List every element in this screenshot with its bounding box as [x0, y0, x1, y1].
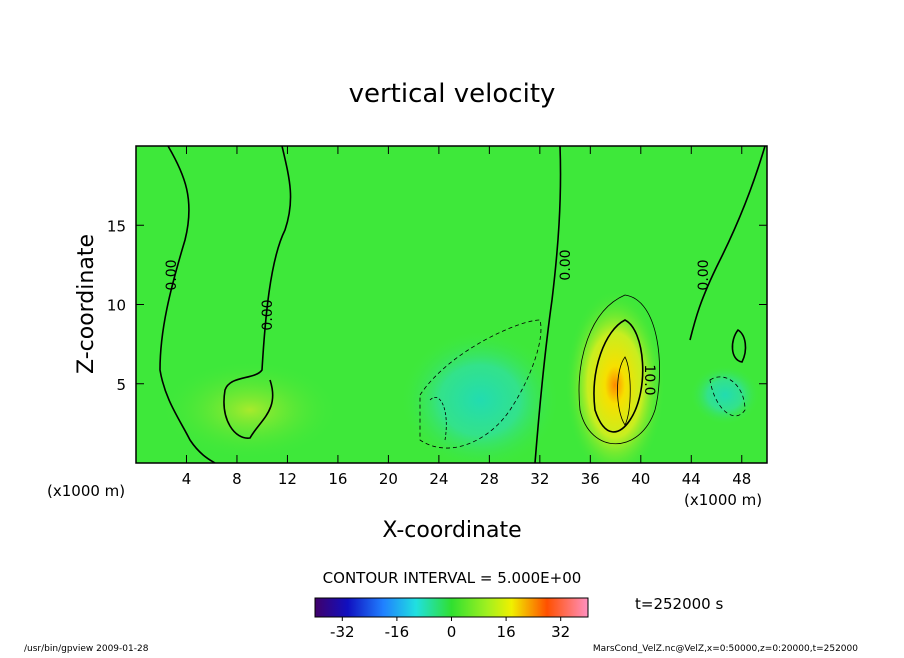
contour-label: 10.0: [641, 364, 657, 395]
x-tick-label: 48: [732, 470, 751, 488]
y-unit: (x1000 m): [47, 482, 125, 500]
time-label: t=252000 s: [635, 595, 723, 613]
x-tick-label: 44: [682, 470, 701, 488]
y-axis-label: Z-coordinate: [74, 234, 99, 374]
colorbar-tick-label: 16: [497, 623, 516, 641]
footer-right: MarsCond_VelZ.nc@VelZ,x=0:50000,z=0:2000…: [593, 644, 858, 654]
colorbar-tick-label: -16: [385, 623, 410, 641]
contour-interval: CONTOUR INTERVAL = 5.000E+00: [323, 569, 582, 587]
contour-label: 0.00: [696, 259, 712, 290]
x-tick-label: 12: [278, 470, 297, 488]
x-axis-label: X-coordinate: [382, 518, 521, 543]
contour-label: 0.00: [558, 249, 574, 280]
colorbar-tick-label: -32: [330, 623, 355, 641]
chart-title: vertical velocity: [349, 79, 556, 109]
colorbar-tick-label: 0: [447, 623, 457, 641]
y-tick-label: 15: [107, 217, 126, 235]
x-tick-label: 28: [480, 470, 499, 488]
x-tick-label: 40: [631, 470, 650, 488]
x-unit: (x1000 m): [684, 491, 762, 509]
x-tick-label: 32: [530, 470, 549, 488]
colorbar: [314, 597, 589, 618]
contour-label: 0.00: [164, 259, 180, 290]
y-tick-label: 10: [107, 297, 126, 315]
x-tick-label: 24: [429, 470, 448, 488]
y-tick-label: 5: [116, 376, 126, 394]
x-tick-label: 4: [182, 470, 192, 488]
field: [136, 146, 767, 463]
contour-label: 0.00: [260, 299, 276, 330]
footer-left: /usr/bin/gpview 2009-01-28: [24, 644, 149, 654]
x-tick-label: 8: [232, 470, 242, 488]
x-tick-label: 20: [379, 470, 398, 488]
x-tick-label: 36: [581, 470, 600, 488]
colorbar-tick-label: 32: [551, 623, 570, 641]
x-tick-label: 16: [328, 470, 347, 488]
